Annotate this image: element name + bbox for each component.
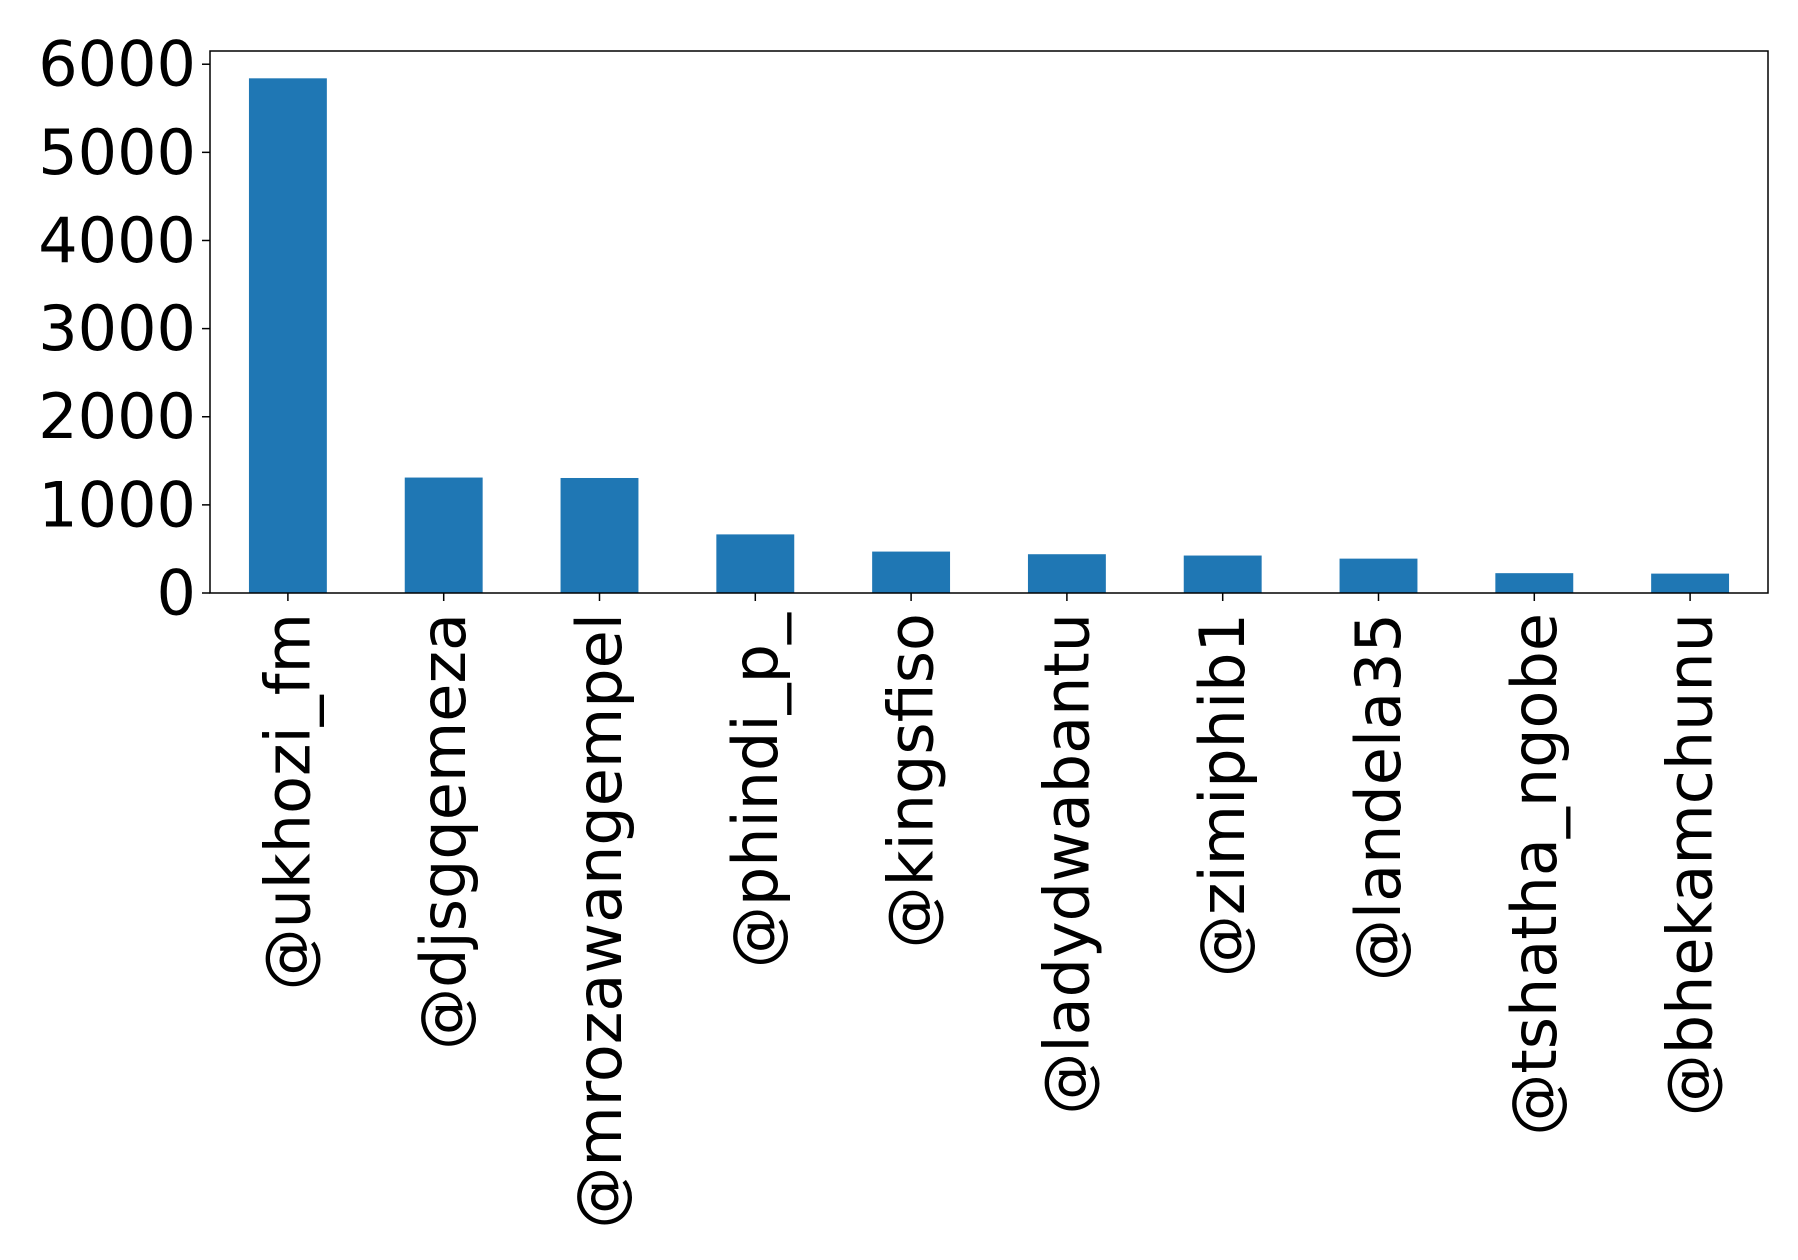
x-tick-label: @tshatha_ngobe [1498, 613, 1571, 1136]
bar-9 [1651, 573, 1730, 593]
y-tick-label: 3000 [38, 292, 196, 365]
x-tick-label: @bhekamchunu [1654, 613, 1727, 1116]
bar-2 [560, 477, 639, 593]
bar-3 [716, 534, 795, 593]
plot-frame [209, 50, 1769, 594]
bar-4 [872, 551, 951, 593]
x-tick-label: @zimiphib1 [1186, 613, 1259, 977]
bar-0 [248, 78, 327, 594]
x-tick-label: @ukhozi_fm [251, 613, 324, 990]
bar-8 [1495, 573, 1574, 593]
y-tick-label: 0 [157, 557, 196, 630]
x-tick-label: @mrozawangempel [563, 613, 636, 1229]
bar-1 [404, 477, 483, 593]
y-tick-label: 6000 [38, 28, 196, 101]
y-tick-label: 4000 [38, 204, 196, 277]
y-tick-label: 1000 [38, 468, 196, 541]
bar-7 [1339, 558, 1418, 593]
bar-5 [1027, 554, 1106, 593]
y-tick-label: 2000 [38, 380, 196, 453]
y-axis: 0 1000 2000 3000 4000 5000 6000 [38, 28, 210, 630]
x-axis: @ukhozi_fm @djsgqemeza @mrozawangempel @phi… [251, 593, 1727, 1229]
x-tick-label: @djsgqemeza [407, 613, 480, 1050]
x-tick-label: @kingsfiso [875, 613, 948, 948]
x-tick-label: @phindi_p_ [719, 612, 792, 968]
x-tick-label: @ladydwabantu [1030, 613, 1103, 1115]
bar-6 [1183, 555, 1262, 593]
x-tick-label: @landela35 [1342, 613, 1415, 981]
bars-group [248, 78, 1730, 594]
y-tick-label: 5000 [38, 116, 196, 189]
